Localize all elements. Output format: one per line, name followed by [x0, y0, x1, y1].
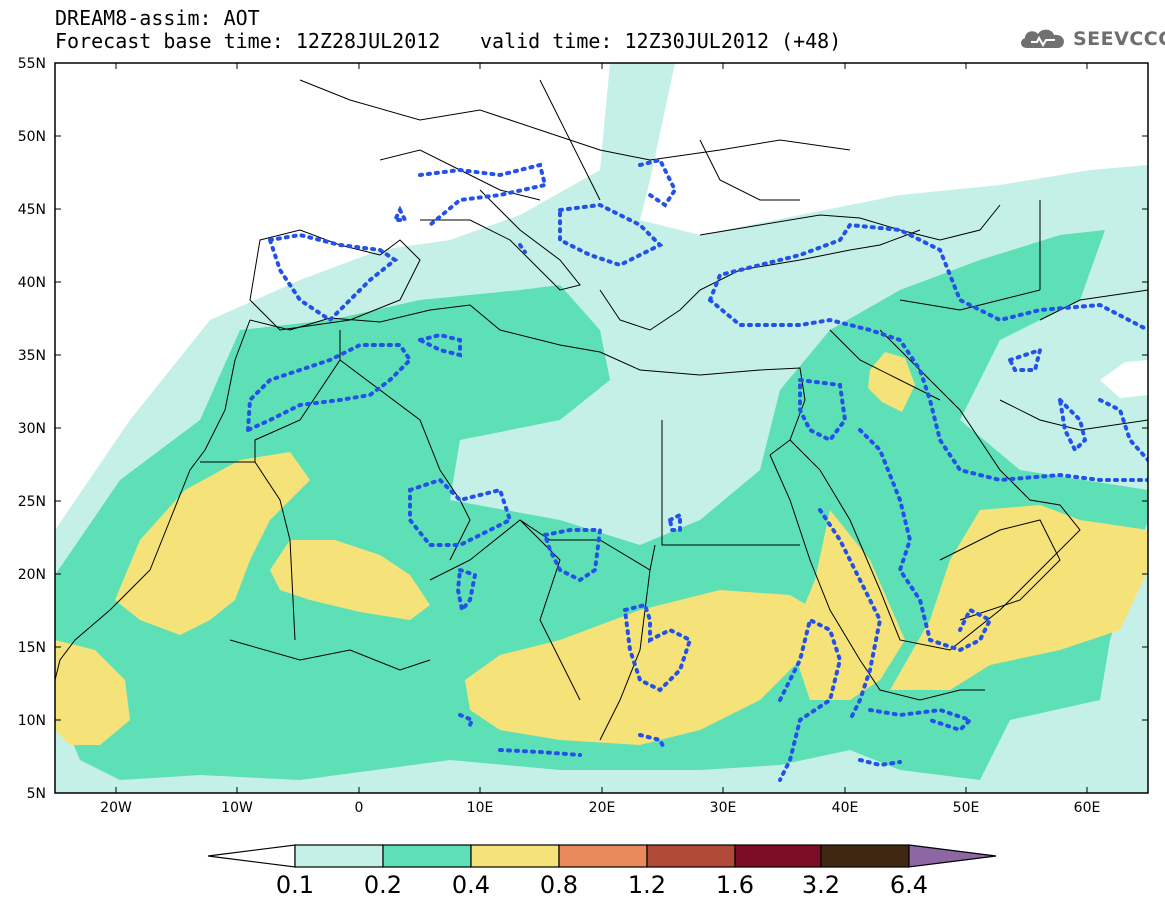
lat-tick-label: 45N — [18, 202, 46, 218]
colorbar-segment — [294, 844, 384, 868]
aot-patch-arabia — [890, 505, 1148, 690]
colorbar-label: 0.2 — [364, 871, 402, 899]
lon-tick-label: 10W — [221, 800, 253, 816]
lat-tick-label: 50N — [18, 129, 46, 145]
logo-text: SEEVCCC — [1073, 28, 1165, 50]
aot-clear-iran — [1100, 360, 1148, 398]
colorbar-segment — [646, 844, 736, 868]
lon-tick-label: 50E — [953, 800, 980, 816]
lat-tick-label: 15N — [18, 640, 46, 656]
lat-tick-label: 5N — [27, 786, 46, 802]
colorbar-label: 1.2 — [628, 871, 666, 899]
colorbar-segment — [382, 844, 472, 868]
colorbar-segment — [908, 844, 997, 868]
lon-tick-label: 0 — [355, 800, 364, 816]
aot-field — [55, 63, 1148, 793]
lat-tick-label: 10N — [18, 713, 46, 729]
lon-tick-label: 10E — [467, 800, 494, 816]
colorbar-labels: 0.1 0.2 0.4 0.8 1.2 1.6 3.2 6.4 — [276, 871, 928, 899]
lat-tick-label: 35N — [18, 348, 46, 364]
lon-tick-label: 30E — [710, 800, 737, 816]
colorbar — [207, 844, 997, 868]
lon-axis: 20W 10W 0 10E 20E 30E 40E 50E 60E — [100, 63, 1100, 816]
aot-patch-mali — [270, 540, 430, 620]
aot-patch-west-sahara — [115, 452, 310, 635]
lat-tick-label: 25N — [18, 494, 46, 510]
model-title: DREAM8-assim: AOT — [55, 6, 260, 30]
colorbar-label: 0.1 — [276, 871, 314, 899]
aot-patch-iraq — [868, 352, 915, 412]
lat-tick-label: 40N — [18, 275, 46, 291]
lon-tick-label: 60E — [1074, 800, 1101, 816]
colorbar-label: 6.4 — [890, 871, 928, 899]
colorbar-segment — [207, 844, 296, 868]
aot-patch-senegal — [55, 640, 130, 745]
lat-tick-label: 55N — [18, 56, 46, 72]
cloud-icon — [1021, 29, 1064, 48]
lat-tick-label: 30N — [18, 421, 46, 437]
colorbar-segment — [558, 844, 648, 868]
colorbar-segment — [470, 844, 560, 868]
country-borders — [200, 79, 1061, 741]
colorbar-segment — [734, 844, 822, 868]
forecast-base-time: Forecast base time: 12Z28JUL2012 — [55, 29, 441, 53]
valid-time: valid time: 12Z30JUL2012 (+48) — [480, 29, 842, 53]
lat-tick-label: 20N — [18, 567, 46, 583]
seevccc-logo: SEEVCCC — [1017, 26, 1165, 52]
lon-tick-label: 40E — [832, 800, 859, 816]
colorbar-segment — [820, 844, 910, 868]
aot-patch-chad-sudan — [465, 590, 815, 745]
aot-patch-horn — [790, 510, 905, 700]
lon-tick-label: 20E — [589, 800, 616, 816]
colorbar-label: 1.6 — [716, 871, 754, 899]
lon-tick-label: 20W — [100, 800, 132, 816]
dust-contours — [245, 157, 1148, 782]
colorbar-label: 0.8 — [540, 871, 578, 899]
colorbar-label: 3.2 — [802, 871, 840, 899]
colorbar-label: 0.4 — [452, 871, 490, 899]
lat-axis: 55N 50N 45N 40N 35N 30N 25N 20N 15N 10N … — [18, 56, 1148, 802]
